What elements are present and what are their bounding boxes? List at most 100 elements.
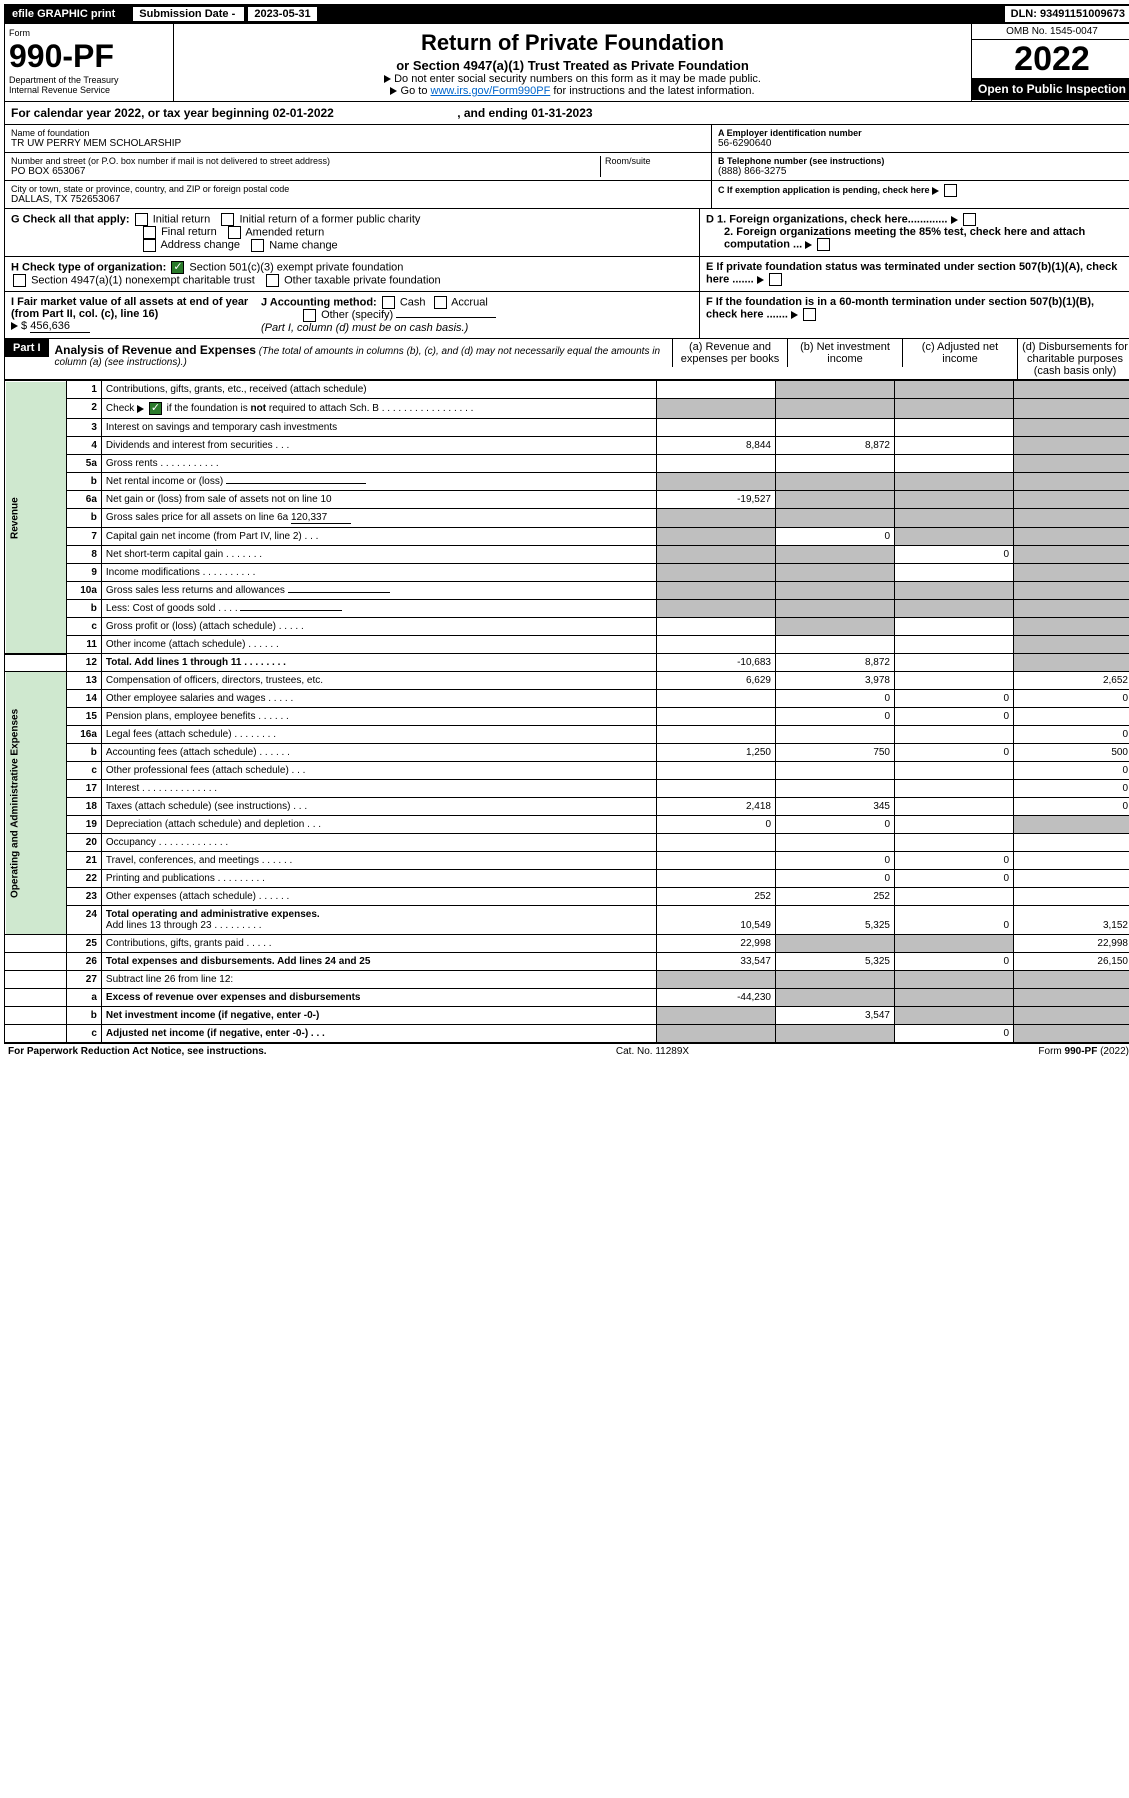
year-block: OMB No. 1545-0047 2022 Open to Public In… xyxy=(971,24,1129,101)
line-2: 2Check if the foundation is not required… xyxy=(5,399,1129,419)
line-6b: bGross sales price for all assets on lin… xyxy=(5,509,1129,528)
line-19: 19Depreciation (attach schedule) and dep… xyxy=(5,816,1129,834)
checkbox-other-method[interactable] xyxy=(303,309,316,322)
checkbox-address-change[interactable] xyxy=(143,239,156,252)
col-a-header: (a) Revenue and expenses per books xyxy=(672,339,787,367)
part1-header: Part I Analysis of Revenue and Expenses … xyxy=(4,339,1129,380)
col-d-header: (d) Disbursements for charitable purpose… xyxy=(1017,339,1129,379)
line-23: 23Other expenses (attach schedule) . . .… xyxy=(5,888,1129,906)
instr-1: Do not enter social security numbers on … xyxy=(178,73,967,85)
tax-year: 2022 xyxy=(972,40,1129,78)
checkbox-amended[interactable] xyxy=(228,226,241,239)
expenses-side-label: Operating and Administrative Expenses xyxy=(5,672,67,935)
footer: For Paperwork Reduction Act Notice, see … xyxy=(4,1043,1129,1059)
efile-label: efile GRAPHIC print xyxy=(6,6,123,22)
footer-right: Form 990-PF (2022) xyxy=(1038,1046,1129,1057)
line-7: 7Capital gain net income (from Part IV, … xyxy=(5,528,1129,546)
line-1: Revenue 1Contributions, gifts, grants, e… xyxy=(5,381,1129,399)
line-16b: bAccounting fees (attach schedule) . . .… xyxy=(5,744,1129,762)
line-10c: cGross profit or (loss) (attach schedule… xyxy=(5,618,1129,636)
checkbox-f[interactable] xyxy=(803,308,816,321)
line-24: 24Total operating and administrative exp… xyxy=(5,906,1129,935)
inspection-label: Open to Public Inspection xyxy=(972,78,1129,100)
line-4: 4Dividends and interest from securities … xyxy=(5,437,1129,455)
city-row: City or town, state or province, country… xyxy=(5,181,711,208)
line-16a: 16aLegal fees (attach schedule) . . . . … xyxy=(5,726,1129,744)
submission-date: Submission Date - 2023-05-31 xyxy=(123,6,1004,22)
form-title-block: Return of Private Foundation or Section … xyxy=(174,24,971,101)
form-label: Form xyxy=(9,28,169,38)
footer-mid: Cat. No. 11289X xyxy=(616,1046,689,1057)
form-id-block: Form 990-PF Department of the Treasury I… xyxy=(5,24,174,101)
checkbox-e[interactable] xyxy=(769,273,782,286)
checkbox-cash[interactable] xyxy=(382,296,395,309)
checkbox-accrual[interactable] xyxy=(434,296,447,309)
line-26: 26Total expenses and disbursements. Add … xyxy=(5,953,1129,971)
form-number: 990-PF xyxy=(9,38,169,75)
instructions-link[interactable]: www.irs.gov/Form990PF xyxy=(431,85,551,97)
e-row: E If private foundation status was termi… xyxy=(699,257,1129,291)
address-row: Number and street (or P.O. box number if… xyxy=(5,153,711,181)
col-b-header: (b) Net investment income xyxy=(787,339,902,367)
form-header: Form 990-PF Department of the Treasury I… xyxy=(4,24,1129,102)
phone-row: B Telephone number (see instructions) (8… xyxy=(712,153,1129,181)
checkbox-initial-former[interactable] xyxy=(221,213,234,226)
line-6a: 6aNet gain or (loss) from sale of assets… xyxy=(5,491,1129,509)
line-25: 25Contributions, gifts, grants paid . . … xyxy=(5,935,1129,953)
omb-number: OMB No. 1545-0047 xyxy=(972,24,1129,40)
line-14: 14Other employee salaries and wages . . … xyxy=(5,690,1129,708)
dln: DLN: 93491151009673 xyxy=(1005,6,1129,22)
line-18: 18Taxes (attach schedule) (see instructi… xyxy=(5,798,1129,816)
checkbox-other-taxable[interactable] xyxy=(266,274,279,287)
revenue-side-label: Revenue xyxy=(5,381,67,654)
line-10b: bLess: Cost of goods sold . . . . xyxy=(5,600,1129,618)
checkbox-final-return[interactable] xyxy=(143,226,156,239)
checkbox-501c3[interactable] xyxy=(171,261,184,274)
instr-2: Go to www.irs.gov/Form990PF for instruct… xyxy=(178,85,967,97)
checkbox-schb[interactable] xyxy=(149,402,162,415)
line-8: 8Net short-term capital gain . . . . . .… xyxy=(5,546,1129,564)
line-22: 22Printing and publications . . . . . . … xyxy=(5,870,1129,888)
line-5a: 5aGross rents . . . . . . . . . . . xyxy=(5,455,1129,473)
i-row: I Fair market value of all assets at end… xyxy=(11,296,261,334)
line-27c: cAdjusted net income (if negative, enter… xyxy=(5,1025,1129,1043)
line-21: 21Travel, conferences, and meetings . . … xyxy=(5,852,1129,870)
j-row: J Accounting method: Cash Accrual Other … xyxy=(261,296,693,334)
check-section-he: H Check type of organization: Section 50… xyxy=(4,257,1129,292)
col-c-header: (c) Adjusted net income xyxy=(902,339,1017,367)
checkbox-d1[interactable] xyxy=(963,213,976,226)
line-5b: bNet rental income or (loss) xyxy=(5,473,1129,491)
checkbox-d2[interactable] xyxy=(817,238,830,251)
line-16c: cOther professional fees (attach schedul… xyxy=(5,762,1129,780)
d-row: D 1. Foreign organizations, check here..… xyxy=(699,209,1129,256)
checkbox-name-change[interactable] xyxy=(251,239,264,252)
top-bar: efile GRAPHIC print Submission Date - 20… xyxy=(4,4,1129,24)
line-9: 9Income modifications . . . . . . . . . … xyxy=(5,564,1129,582)
line-13: Operating and Administrative Expenses 13… xyxy=(5,672,1129,690)
checkbox-c[interactable] xyxy=(944,184,957,197)
line-11: 11Other income (attach schedule) . . . .… xyxy=(5,636,1129,654)
h-row: H Check type of organization: Section 50… xyxy=(11,261,693,287)
exemption-pending-row: C If exemption application is pending, c… xyxy=(712,181,1129,200)
calendar-year-row: For calendar year 2022, or tax year begi… xyxy=(4,102,1129,125)
checkbox-initial-return[interactable] xyxy=(135,213,148,226)
checkbox-4947[interactable] xyxy=(13,274,26,287)
check-section-ijf: I Fair market value of all assets at end… xyxy=(4,292,1129,339)
dept-label: Department of the Treasury Internal Reve… xyxy=(9,75,169,95)
foundation-name-row: Name of foundation TR UW PERRY MEM SCHOL… xyxy=(5,125,711,153)
line-27: 27Subtract line 26 from line 12: xyxy=(5,971,1129,989)
line-15: 15Pension plans, employee benefits . . .… xyxy=(5,708,1129,726)
form-subtitle: or Section 4947(a)(1) Trust Treated as P… xyxy=(178,58,967,73)
g-row: G Check all that apply: Initial return I… xyxy=(11,213,693,252)
f-row: F If the foundation is in a 60-month ter… xyxy=(699,292,1129,338)
analysis-table: Revenue 1Contributions, gifts, grants, e… xyxy=(4,380,1129,1043)
form-title: Return of Private Foundation xyxy=(178,30,967,56)
line-17: 17Interest . . . . . . . . . . . . . .0 xyxy=(5,780,1129,798)
line-3: 3Interest on savings and temporary cash … xyxy=(5,419,1129,437)
line-20: 20Occupancy . . . . . . . . . . . . . xyxy=(5,834,1129,852)
line-27b: bNet investment income (if negative, ent… xyxy=(5,1007,1129,1025)
info-grid: Name of foundation TR UW PERRY MEM SCHOL… xyxy=(4,125,1129,209)
footer-left: For Paperwork Reduction Act Notice, see … xyxy=(8,1046,267,1057)
line-10a: 10aGross sales less returns and allowanc… xyxy=(5,582,1129,600)
line-12: 12Total. Add lines 1 through 11 . . . . … xyxy=(5,654,1129,672)
